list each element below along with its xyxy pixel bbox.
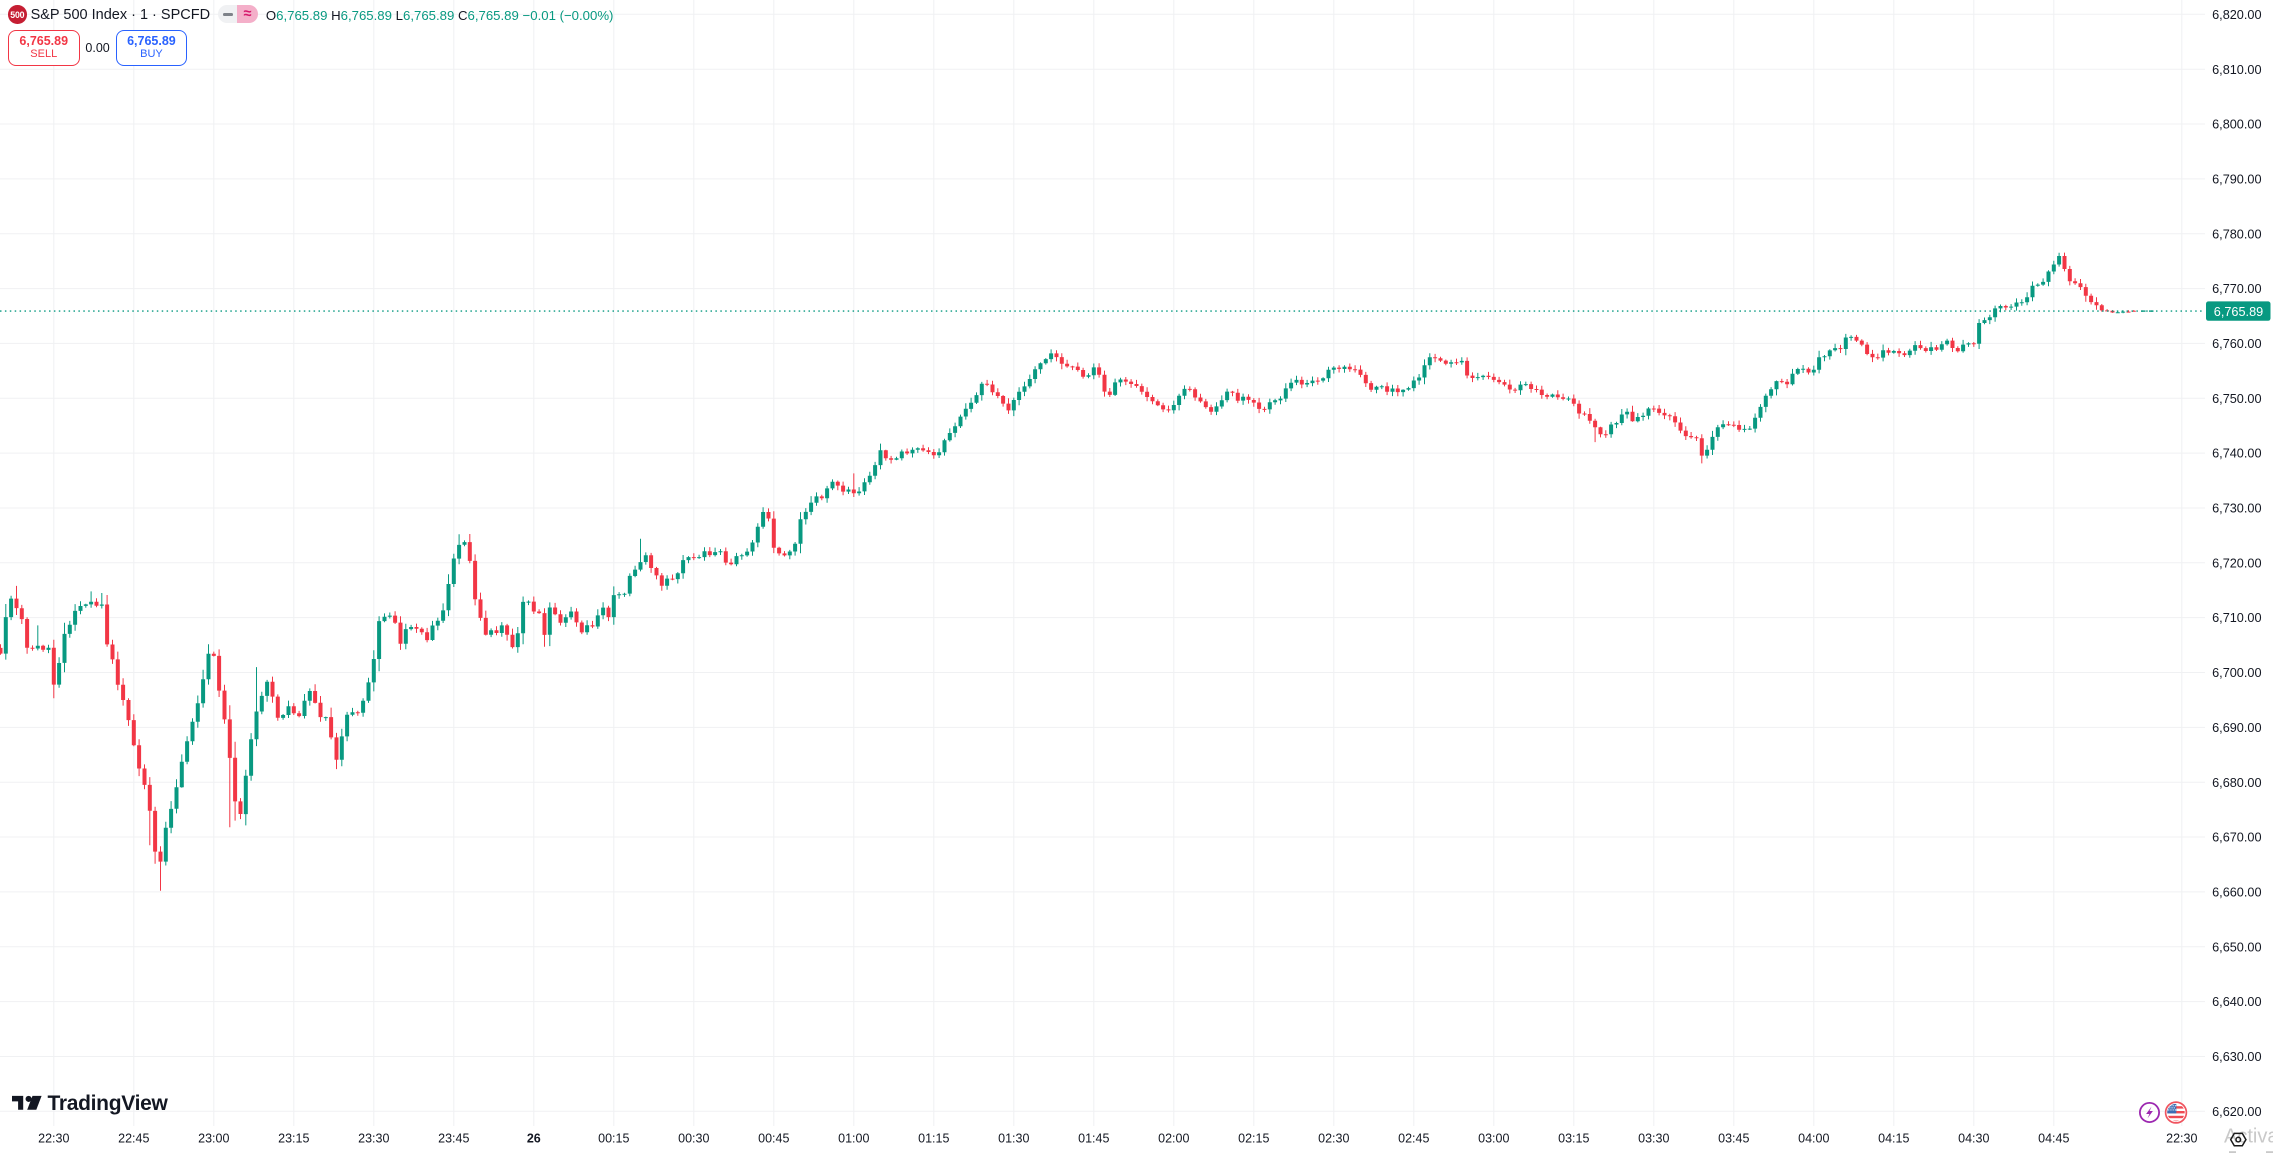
svg-text:6,780.00: 6,780.00 (2212, 227, 2261, 241)
svg-text:6,670.00: 6,670.00 (2212, 831, 2261, 845)
svg-text:00:45: 00:45 (758, 1132, 789, 1146)
svg-text:02:45: 02:45 (1398, 1132, 1429, 1146)
svg-text:6,650.00: 6,650.00 (2212, 940, 2261, 954)
svg-text:6,770.00: 6,770.00 (2212, 282, 2261, 296)
svg-text:04:00: 04:00 (1798, 1132, 1829, 1146)
svg-text:6,800.00: 6,800.00 (2212, 118, 2261, 132)
svg-text:6,790.00: 6,790.00 (2212, 173, 2261, 187)
svg-text:6,690.00: 6,690.00 (2212, 721, 2261, 735)
svg-text:6,740.00: 6,740.00 (2212, 447, 2261, 461)
svg-text:6,765.89: 6,765.89 (2214, 305, 2263, 319)
svg-text:6,720.00: 6,720.00 (2212, 556, 2261, 570)
svg-text:6,760.00: 6,760.00 (2212, 337, 2261, 351)
svg-text:6,750.00: 6,750.00 (2212, 392, 2261, 406)
svg-text:23:15: 23:15 (278, 1132, 309, 1146)
svg-text:22:30: 22:30 (38, 1132, 69, 1146)
svg-text:03:15: 03:15 (1558, 1132, 1589, 1146)
svg-text:6,710.00: 6,710.00 (2212, 611, 2261, 625)
svg-text:6,700.00: 6,700.00 (2212, 666, 2261, 680)
svg-text:6,640.00: 6,640.00 (2212, 995, 2261, 1009)
svg-text:00:15: 00:15 (598, 1132, 629, 1146)
svg-text:00:30: 00:30 (678, 1132, 709, 1146)
svg-text:04:15: 04:15 (1878, 1132, 1909, 1146)
svg-text:01:00: 01:00 (838, 1132, 869, 1146)
svg-text:Activa: Activa (2224, 1126, 2273, 1148)
svg-text:02:00: 02:00 (1158, 1132, 1189, 1146)
svg-text:22:30: 22:30 (2166, 1132, 2197, 1146)
svg-text:23:30: 23:30 (358, 1132, 389, 1146)
svg-text:03:30: 03:30 (1638, 1132, 1669, 1146)
svg-text:26: 26 (527, 1132, 541, 1146)
svg-text:01:45: 01:45 (1078, 1132, 1109, 1146)
svg-text:02:15: 02:15 (1238, 1132, 1269, 1146)
svg-text:6,810.00: 6,810.00 (2212, 63, 2261, 77)
svg-text:01:15: 01:15 (918, 1132, 949, 1146)
svg-text:03:00: 03:00 (1478, 1132, 1509, 1146)
svg-text:6,660.00: 6,660.00 (2212, 886, 2261, 900)
svg-text:02:30: 02:30 (1318, 1132, 1349, 1146)
svg-text:TradingView: TradingView (48, 1092, 169, 1115)
svg-text:6,730.00: 6,730.00 (2212, 502, 2261, 516)
svg-text:04:45: 04:45 (2038, 1132, 2069, 1146)
svg-text:01:30: 01:30 (998, 1132, 1029, 1146)
svg-text:22:45: 22:45 (118, 1132, 149, 1146)
svg-text:23:45: 23:45 (438, 1132, 469, 1146)
svg-text:04:30: 04:30 (1958, 1132, 1989, 1146)
svg-text:23:00: 23:00 (198, 1132, 229, 1146)
svg-text:03:45: 03:45 (1718, 1132, 1749, 1146)
svg-text:6,630.00: 6,630.00 (2212, 1050, 2261, 1064)
svg-text:6,680.00: 6,680.00 (2212, 776, 2261, 790)
svg-text:6,820.00: 6,820.00 (2212, 8, 2261, 22)
svg-text:6,620.00: 6,620.00 (2212, 1105, 2261, 1119)
